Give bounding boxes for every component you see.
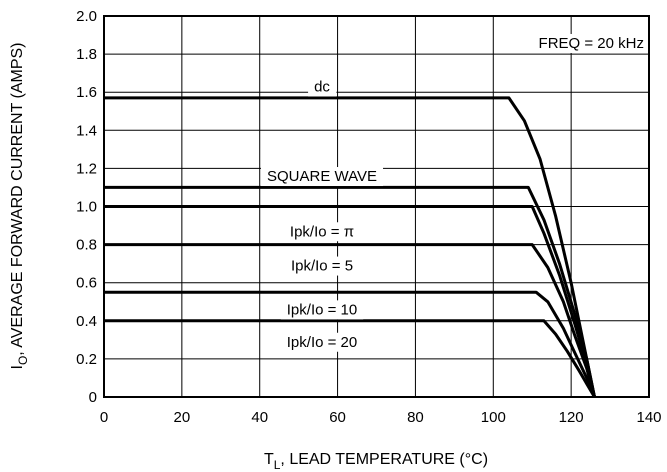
annotation: FREQ = 20 kHz xyxy=(532,34,648,53)
y-axis-label: IO, AVERAGE FORWARD CURRENT (AMPS) xyxy=(9,42,30,369)
series-label: Ipk/Io = 10 xyxy=(287,301,357,318)
series-line xyxy=(104,185,596,398)
plot-frame xyxy=(103,15,650,398)
y-tick-label: 1.0 xyxy=(76,199,97,216)
x-tick-label: 80 xyxy=(407,409,424,426)
series-label: Ipk/Io = 20 xyxy=(287,334,357,351)
series-label-background xyxy=(280,332,364,352)
y-tick-label: 2.0 xyxy=(76,8,97,25)
x-tick-label: 100 xyxy=(481,409,506,426)
x-tick-label: 0 xyxy=(100,409,108,426)
series-line xyxy=(104,96,596,398)
x-tick-label: 120 xyxy=(559,409,584,426)
tick-labels: 0 20 40 60 80 100 120 140 0 0.2 0.4 0.6 0.8 1.0 1.2 1.4… xyxy=(76,8,661,426)
series-label-background xyxy=(283,222,361,242)
series-label: Ipk/Io = 5 xyxy=(291,258,353,275)
series-line xyxy=(104,243,596,398)
series-label-background xyxy=(260,167,384,187)
series-label-background xyxy=(308,77,337,97)
series-label-background xyxy=(280,300,364,320)
y-tick-label: 0 xyxy=(89,389,97,406)
series-line xyxy=(104,290,596,398)
y-tick-label: 1.6 xyxy=(76,84,97,101)
y-tick-label: 1.4 xyxy=(76,122,97,139)
y-tick-label: 0.2 xyxy=(76,351,97,368)
series-label: dc xyxy=(314,78,330,95)
y-tick-label: 0.4 xyxy=(76,313,97,330)
series-label: Ipk/Io = π xyxy=(290,223,354,240)
y-tick-label: 1.2 xyxy=(76,160,97,177)
x-tick-label: 60 xyxy=(329,409,346,426)
series-line xyxy=(104,319,596,398)
y-tick-label: 0.6 xyxy=(76,275,97,292)
x-tick-label: 40 xyxy=(251,409,268,426)
x-tick-label: 20 xyxy=(174,409,191,426)
x-axis-label: TL, LEAD TEMPERATURE (°C) xyxy=(264,451,488,472)
x-tick-label: 140 xyxy=(636,409,661,426)
y-tick-label: 1.8 xyxy=(76,46,97,63)
series-label-background xyxy=(284,256,360,276)
series-label: SQUARE WAVE xyxy=(267,168,377,185)
curves xyxy=(104,96,596,398)
annotation-label: FREQ = 20 kHz xyxy=(539,35,644,52)
curve-labels: dc SQUARE WAVE Ipk/Io = π Ipk/Io = 5 Ipk/Io … xyxy=(260,77,384,352)
annotation-background xyxy=(532,34,648,53)
y-tick-label: 0.8 xyxy=(76,237,97,254)
